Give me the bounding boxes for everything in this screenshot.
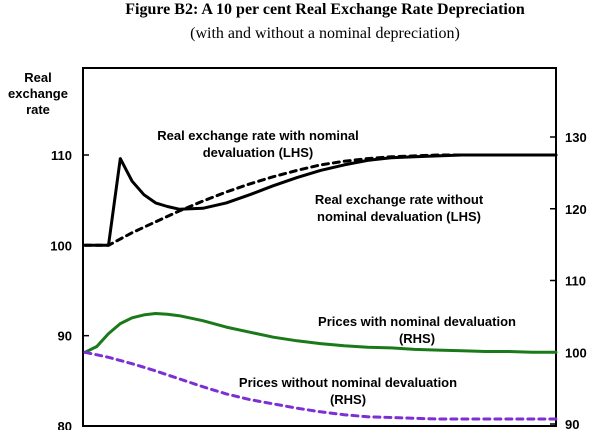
- tick-right-label-0: 90: [565, 417, 579, 430]
- label-rer-without-nominal-1: Real exchange rate without: [315, 192, 484, 207]
- tick-right-label-3: 120: [565, 202, 587, 217]
- ylabel-left-line-1: Real: [24, 70, 51, 85]
- series-line-2: [83, 312, 558, 354]
- label-prices-with-nominal-2: (RHS): [399, 331, 435, 346]
- plot-frame: [82, 67, 557, 427]
- tick-left-label-1: 90: [58, 329, 72, 344]
- label-prices-with-nominal-1: Prices with nominal devaluation: [318, 314, 516, 329]
- label-prices-without-nominal-1: Prices without nominal devaluation: [239, 375, 457, 390]
- tick-left-label-3: 110: [51, 148, 72, 163]
- chart-subtitle: (with and without a nominal depreciation…: [190, 25, 460, 42]
- tick-right-label-1: 100: [565, 345, 587, 360]
- ylabel-left-line-2: exchange: [8, 86, 68, 101]
- chart-title: Figure B2: A 10 per cent Real Exchange R…: [125, 1, 525, 18]
- series-line-1: [83, 153, 558, 247]
- tick-left-label-0: 80: [58, 419, 72, 430]
- series-line-3: [83, 350, 558, 421]
- label-prices-without-nominal-2: (RHS): [330, 392, 366, 407]
- ticks-left: 80 90 100 110: [50, 148, 89, 430]
- tick-right-label-4: 130: [565, 130, 587, 145]
- label-rer-without-nominal-2: nominal devaluation (LHS): [317, 209, 481, 224]
- label-rer-with-nominal-2: devaluation (LHS): [203, 145, 314, 160]
- tick-left-label-2: 100: [50, 238, 72, 253]
- series-layer: [83, 153, 558, 421]
- tick-right-label-2: 110: [565, 274, 586, 289]
- ylabel-left-line-3: rate: [26, 102, 50, 117]
- label-rer-with-nominal-1: Real exchange rate with nominal: [157, 128, 359, 143]
